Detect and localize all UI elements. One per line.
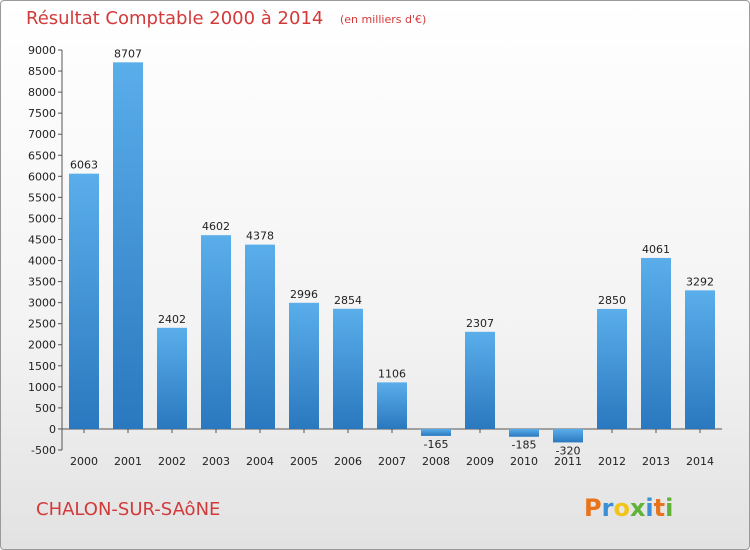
data-label: -165 bbox=[424, 438, 449, 451]
bar-2000 bbox=[69, 173, 99, 429]
data-label: 6063 bbox=[70, 159, 98, 172]
y-tick-label: 5500 bbox=[28, 191, 56, 204]
y-tick-label: 8500 bbox=[28, 65, 56, 78]
bar-2009 bbox=[465, 331, 495, 429]
data-label: 4602 bbox=[202, 220, 230, 233]
bar-2005 bbox=[289, 302, 319, 429]
bar-2012 bbox=[597, 308, 627, 429]
bar-2002 bbox=[157, 327, 187, 429]
proxiti-logo: Proxiti bbox=[584, 494, 673, 522]
x-axis: 2000 2001 2002 2003 2004 2005 2006 2007 2008 2009… bbox=[62, 428, 722, 468]
y-tick-label: 4000 bbox=[28, 255, 56, 268]
unit-note: (en milliers d'€) bbox=[340, 13, 426, 26]
x-tick-label: 2012 bbox=[598, 455, 626, 468]
y-tick-label: 500 bbox=[35, 402, 56, 415]
data-label: 1106 bbox=[378, 367, 406, 380]
x-tick-label: 2004 bbox=[246, 455, 274, 468]
logo-letter: t bbox=[654, 494, 665, 522]
bar-2013 bbox=[641, 257, 671, 429]
bar-2004 bbox=[245, 244, 275, 429]
data-label: 4378 bbox=[246, 230, 274, 243]
y-tick-label: 6500 bbox=[28, 149, 56, 162]
x-tick-label: 2005 bbox=[290, 455, 318, 468]
x-tick-label: 2007 bbox=[378, 455, 406, 468]
y-tick-label: 6000 bbox=[28, 170, 56, 183]
chart-title: Résultat Comptable 2000 à 2014 bbox=[26, 8, 323, 29]
y-tick-label: 4500 bbox=[28, 233, 56, 246]
x-tick-label: 2001 bbox=[114, 455, 142, 468]
logo-letter: o bbox=[613, 494, 630, 522]
data-label: 2996 bbox=[290, 288, 318, 301]
data-labels-group: 6063 8707 2402 4602 4378 2996 2854 1106 -165 2307… bbox=[70, 47, 714, 457]
y-tick-label: 3500 bbox=[28, 276, 56, 289]
bar-2007 bbox=[377, 382, 407, 429]
bar-2011 bbox=[553, 428, 583, 443]
data-label: 2402 bbox=[158, 313, 186, 326]
logo-letter: P bbox=[584, 494, 602, 522]
y-tick-label: 1000 bbox=[28, 381, 56, 394]
logo-letter: x bbox=[630, 494, 646, 522]
y-axis: -500 0 500 1000 1500 2000 2500 3000 3500 4000 4500… bbox=[28, 44, 63, 457]
x-tick-label: 2013 bbox=[642, 455, 670, 468]
data-label: 8707 bbox=[114, 47, 142, 60]
y-tick-label: 2000 bbox=[28, 339, 56, 352]
data-label: 4061 bbox=[642, 243, 670, 256]
x-tick-label: 2009 bbox=[466, 455, 494, 468]
bar-2003 bbox=[201, 235, 231, 429]
logo-letter: i bbox=[645, 494, 653, 522]
x-tick-label: 2000 bbox=[70, 455, 98, 468]
y-tick-label: -500 bbox=[31, 444, 56, 457]
data-label: -320 bbox=[556, 444, 581, 457]
city-name: CHALON-SUR-SAôNE bbox=[36, 499, 220, 520]
x-tick-label: 2010 bbox=[510, 455, 538, 468]
x-tick-label: 2011 bbox=[554, 455, 582, 468]
x-tick-label: 2014 bbox=[686, 455, 714, 468]
bar-2006 bbox=[333, 308, 363, 429]
logo-letter: i bbox=[665, 494, 673, 522]
y-tick-label: 2500 bbox=[28, 318, 56, 331]
y-tick-label: 0 bbox=[49, 423, 56, 436]
bars-group bbox=[69, 62, 715, 443]
x-tick-label: 2003 bbox=[202, 455, 230, 468]
data-label: 2307 bbox=[466, 317, 494, 330]
bar-2014 bbox=[685, 290, 715, 429]
y-tick-label: 3000 bbox=[28, 297, 56, 310]
y-tick-label: 8000 bbox=[28, 86, 56, 99]
y-tick-label: 9000 bbox=[28, 44, 56, 57]
x-tick-label: 2008 bbox=[422, 455, 450, 468]
logo-letter: r bbox=[602, 494, 614, 522]
y-tick-label: 7000 bbox=[28, 128, 56, 141]
x-tick-label: 2002 bbox=[158, 455, 186, 468]
data-label: -185 bbox=[512, 439, 537, 452]
data-label: 2850 bbox=[598, 294, 626, 307]
bar-2001 bbox=[113, 62, 143, 429]
data-label: 2854 bbox=[334, 294, 362, 307]
y-tick-label: 5000 bbox=[28, 212, 56, 225]
data-label: 3292 bbox=[686, 275, 714, 288]
x-tick-label: 2006 bbox=[334, 455, 362, 468]
y-tick-label: 7500 bbox=[28, 107, 56, 120]
y-tick-label: 1500 bbox=[28, 360, 56, 373]
bar-2010 bbox=[509, 428, 539, 437]
bar-2008 bbox=[421, 428, 451, 436]
